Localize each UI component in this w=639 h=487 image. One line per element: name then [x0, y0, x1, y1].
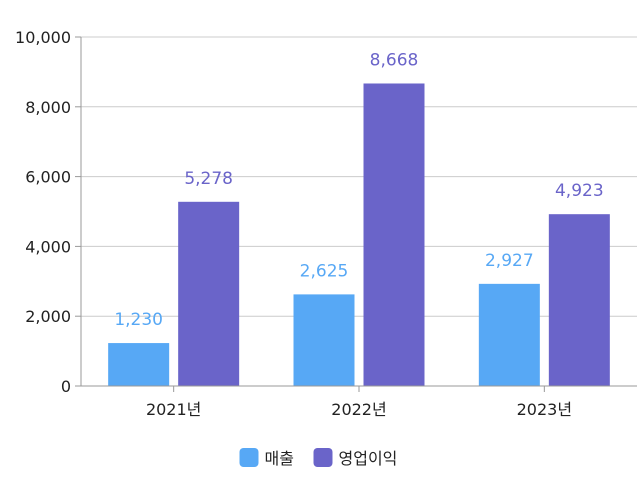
x-tick-label: 2023년	[517, 400, 572, 419]
y-tick-label: 0	[61, 377, 71, 396]
x-tick-label: 2021년	[146, 400, 201, 419]
bar	[293, 294, 355, 386]
data-labels: 1,230 5,278 2,625 8,668 2,927 4,923	[114, 50, 603, 330]
data-label: 5,278	[184, 169, 233, 189]
data-label: 1,230	[114, 310, 163, 330]
data-label: 8,668	[370, 50, 419, 70]
y-tick-label: 4,000	[25, 237, 71, 256]
y-tick-label: 8,000	[25, 98, 71, 117]
bar	[363, 83, 425, 386]
legend: 매출 영업이익	[239, 448, 398, 468]
y-axis-ticks: 0 2,000 4,000 6,000 8,000 10,000	[15, 28, 81, 396]
data-label: 2,625	[300, 261, 349, 281]
legend-swatch	[239, 448, 259, 467]
x-tick-label: 2022년	[331, 400, 386, 419]
legend-label: 매출	[265, 449, 294, 468]
legend-label: 영업이익	[339, 449, 398, 468]
legend-swatch	[313, 448, 333, 467]
data-label: 4,923	[555, 181, 604, 201]
bar	[478, 283, 540, 386]
bar	[548, 214, 610, 386]
gridlines	[81, 36, 637, 317]
x-axis-categories: 2021년 2022년 2023년	[146, 386, 572, 419]
data-label: 2,927	[485, 251, 534, 271]
bars	[108, 83, 610, 386]
y-tick-label: 10,000	[15, 28, 71, 47]
bar	[178, 201, 240, 386]
y-tick-label: 6,000	[25, 168, 71, 187]
bar	[108, 343, 170, 386]
y-tick-label: 2,000	[25, 307, 71, 326]
